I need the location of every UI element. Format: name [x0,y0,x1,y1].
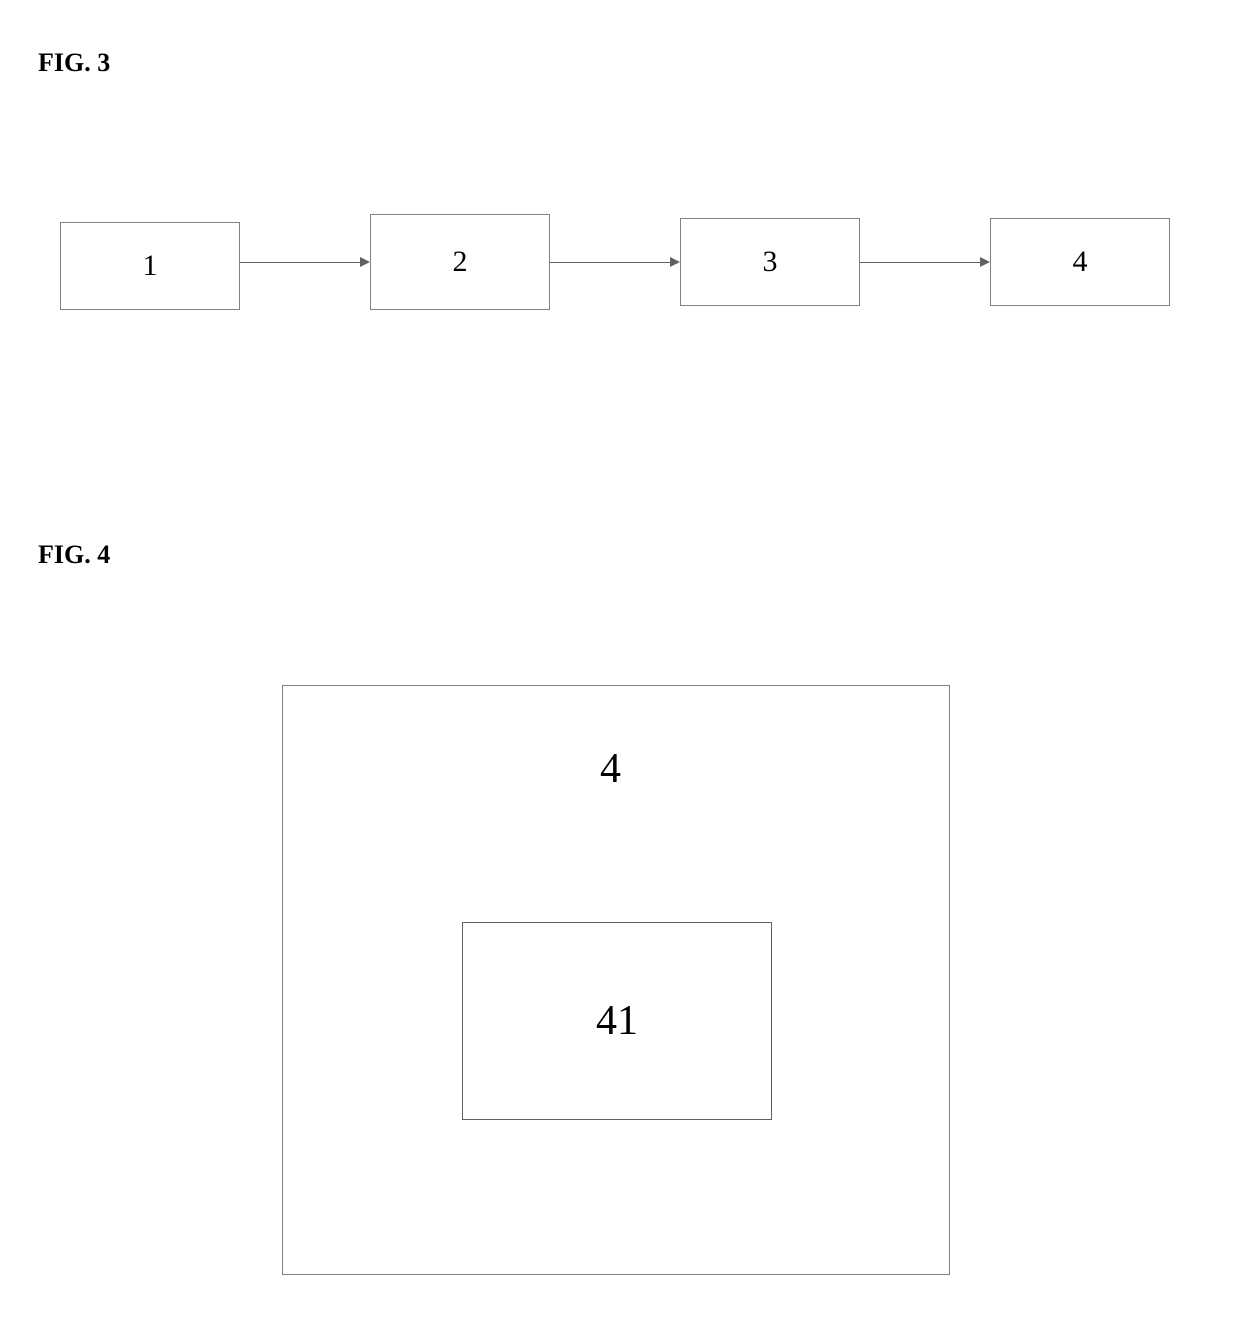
fig3-box-2-label: 2 [453,245,468,279]
fig3-arrow-2-line [550,262,670,263]
fig3-box-3: 3 [680,218,860,306]
fig3-box-2: 2 [370,214,550,310]
fig3-arrow-3-head [980,257,990,267]
fig4-inner-label: 41 [596,997,638,1045]
fig3-title: FIG. 3 [38,48,110,78]
fig3-arrow-1-line [240,262,360,263]
fig4-outer-label: 4 [600,745,621,793]
fig3-box-1-label: 1 [143,249,158,283]
fig3-arrow-3-line [860,262,980,263]
fig3-box-3-label: 3 [763,245,778,279]
fig3-box-4-label: 4 [1073,245,1088,279]
fig3-arrow-2-head [670,257,680,267]
fig3-box-4: 4 [990,218,1170,306]
fig3-box-1: 1 [60,222,240,310]
fig3-arrow-1-head [360,257,370,267]
fig4-title: FIG. 4 [38,540,110,570]
fig4-inner-box: 41 [462,922,772,1120]
